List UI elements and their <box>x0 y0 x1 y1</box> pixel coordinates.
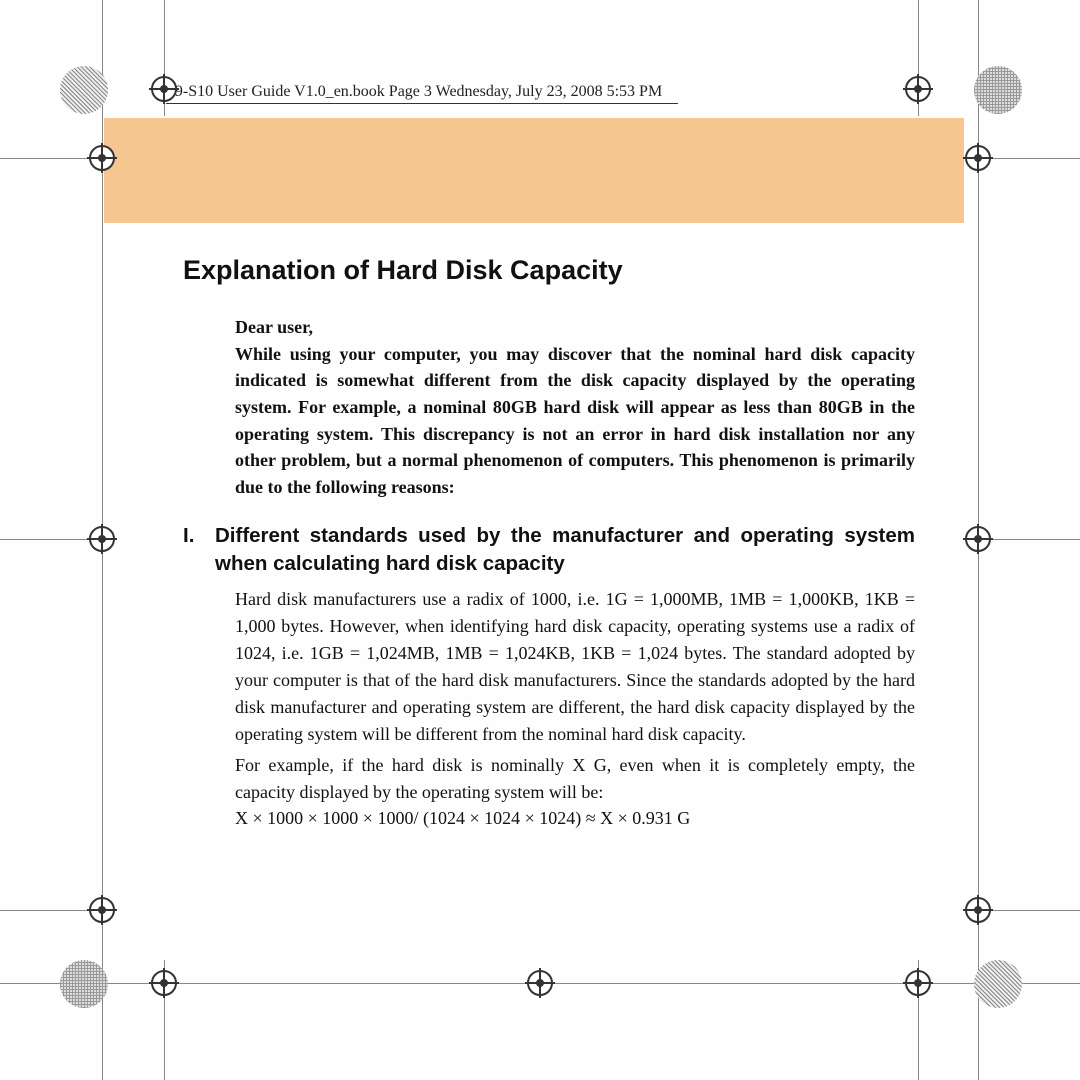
page-header-text: S9-S10 User Guide V1.0_en.book Page 3 We… <box>166 83 662 101</box>
section-1-p1: Hard disk manufacturers use a radix of 1… <box>235 586 915 748</box>
crop-mark-r1 <box>965 145 991 171</box>
crop-mark-tl-inner <box>151 76 177 102</box>
intro-body: While using your computer, you may disco… <box>235 341 915 501</box>
intro-block: Dear user, While using your computer, yo… <box>235 314 915 500</box>
section-1-number: I. <box>183 522 215 577</box>
section-1-p2: For example, if the hard disk is nominal… <box>235 752 915 806</box>
corner-disc-bottom-left <box>60 960 108 1008</box>
crop-mark-bc <box>527 970 553 996</box>
crop-mark-br-inner <box>905 970 931 996</box>
crop-mark-bl-inner <box>151 970 177 996</box>
corner-disc-top-left <box>60 66 108 114</box>
header-underline <box>166 103 678 104</box>
section-1-body: Hard disk manufacturers use a radix of 1… <box>235 586 915 806</box>
corner-disc-bottom-right <box>974 960 1022 1008</box>
section-1-formula: X × 1000 × 1000 × 1000/ (1024 × 1024 × 1… <box>235 808 915 829</box>
crop-mark-l2 <box>89 526 115 552</box>
section-1-heading: I. Different standards used by the manuf… <box>183 522 915 577</box>
page-content: Explanation of Hard Disk Capacity Dear u… <box>183 255 915 829</box>
crop-mark-l3 <box>89 897 115 923</box>
crop-mark-r3 <box>965 897 991 923</box>
crop-mark-tr-inner <box>905 76 931 102</box>
orange-banner <box>104 118 964 223</box>
corner-disc-top-right <box>974 66 1022 114</box>
section-1-title: Different standards used by the manufact… <box>215 522 915 577</box>
crop-mark-r2 <box>965 526 991 552</box>
page-title: Explanation of Hard Disk Capacity <box>183 255 915 286</box>
crop-mark-l1 <box>89 145 115 171</box>
intro-salutation: Dear user, <box>235 314 915 341</box>
